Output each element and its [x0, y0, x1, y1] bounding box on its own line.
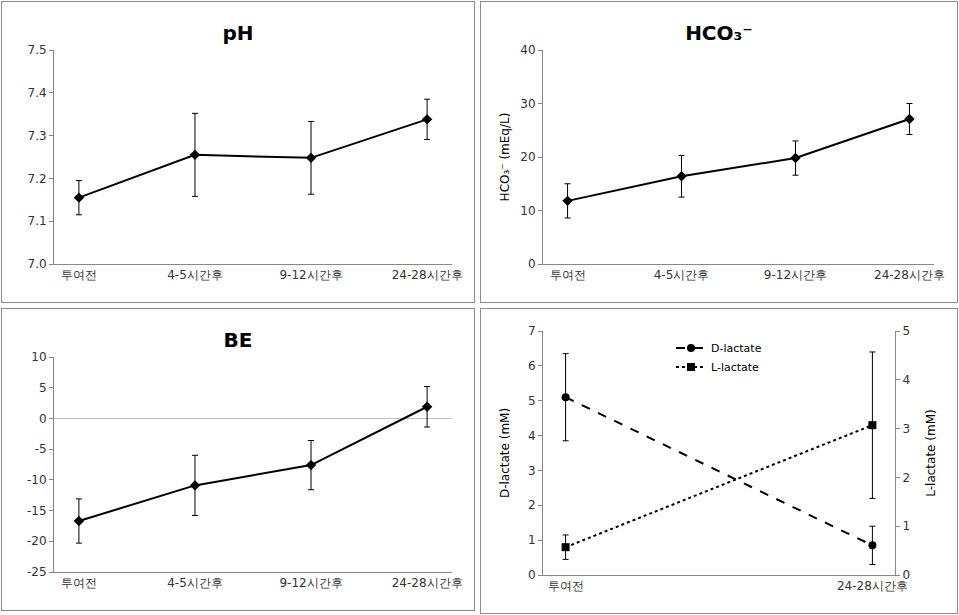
svg-text:-25: -25 — [27, 565, 47, 579]
svg-text:5: 5 — [902, 324, 910, 338]
svg-text:7.3: 7.3 — [28, 129, 47, 143]
svg-text:4-5시간후: 4-5시간후 — [654, 268, 710, 282]
svg-text:D-lactate (mM): D-lactate (mM) — [498, 408, 512, 498]
svg-text:9-12시간후: 9-12시간후 — [764, 268, 827, 282]
svg-text:HCO₃⁻: HCO₃⁻ — [685, 21, 753, 45]
svg-text:L-lactate (mM): L-lactate (mM) — [924, 409, 938, 496]
svg-text:2: 2 — [902, 471, 910, 485]
svg-text:9-12시간후: 9-12시간후 — [279, 576, 342, 590]
svg-text:4: 4 — [528, 429, 536, 443]
svg-text:2: 2 — [528, 498, 536, 512]
svg-text:7.2: 7.2 — [28, 172, 47, 186]
svg-text:3: 3 — [902, 422, 910, 436]
svg-text:1: 1 — [528, 533, 536, 547]
svg-text:4-5시간후: 4-5시간후 — [167, 576, 223, 590]
svg-text:D-lactate: D-lactate — [711, 342, 762, 355]
svg-text:투여전: 투여전 — [548, 579, 584, 593]
svg-text:1: 1 — [902, 519, 910, 533]
svg-text:20: 20 — [520, 150, 535, 164]
svg-text:30: 30 — [520, 97, 535, 111]
svg-text:투여전: 투여전 — [61, 576, 97, 590]
svg-text:7: 7 — [528, 324, 536, 338]
svg-text:24-28시간후: 24-28시간후 — [392, 576, 463, 590]
svg-text:0: 0 — [528, 568, 536, 582]
svg-text:투여전: 투여전 — [61, 268, 97, 282]
svg-text:7.0: 7.0 — [28, 257, 47, 271]
svg-text:투여전: 투여전 — [550, 268, 586, 282]
svg-text:-5: -5 — [35, 442, 47, 456]
svg-text:10: 10 — [520, 204, 535, 218]
svg-text:0: 0 — [528, 257, 536, 271]
svg-text:10: 10 — [31, 350, 46, 364]
svg-text:24-28시간후: 24-28시간후 — [874, 268, 945, 282]
svg-text:0: 0 — [902, 568, 910, 582]
svg-text:-15: -15 — [27, 504, 47, 518]
svg-text:7.4: 7.4 — [28, 86, 47, 100]
svg-text:3: 3 — [528, 464, 536, 478]
svg-text:-20: -20 — [27, 534, 47, 548]
svg-text:5: 5 — [528, 394, 536, 408]
svg-text:4-5시간후: 4-5시간후 — [167, 268, 223, 282]
svg-text:pH: pH — [222, 21, 253, 45]
svg-text:24-28시간후: 24-28시간후 — [837, 579, 908, 593]
svg-text:4: 4 — [902, 373, 910, 387]
svg-text:6: 6 — [528, 359, 536, 373]
svg-text:-10: -10 — [27, 473, 47, 487]
svg-text:7.1: 7.1 — [28, 214, 47, 228]
svg-text:L-lactate: L-lactate — [711, 361, 759, 374]
svg-text:HCO₃⁻ (mEq/L): HCO₃⁻ (mEq/L) — [498, 113, 512, 202]
svg-text:24-28시간후: 24-28시간후 — [392, 268, 463, 282]
svg-text:BE: BE — [224, 328, 253, 352]
svg-text:7.5: 7.5 — [28, 43, 47, 57]
svg-text:40: 40 — [520, 43, 535, 57]
svg-text:5: 5 — [39, 381, 47, 395]
svg-text:9-12시간후: 9-12시간후 — [279, 268, 342, 282]
svg-text:0: 0 — [39, 412, 47, 426]
